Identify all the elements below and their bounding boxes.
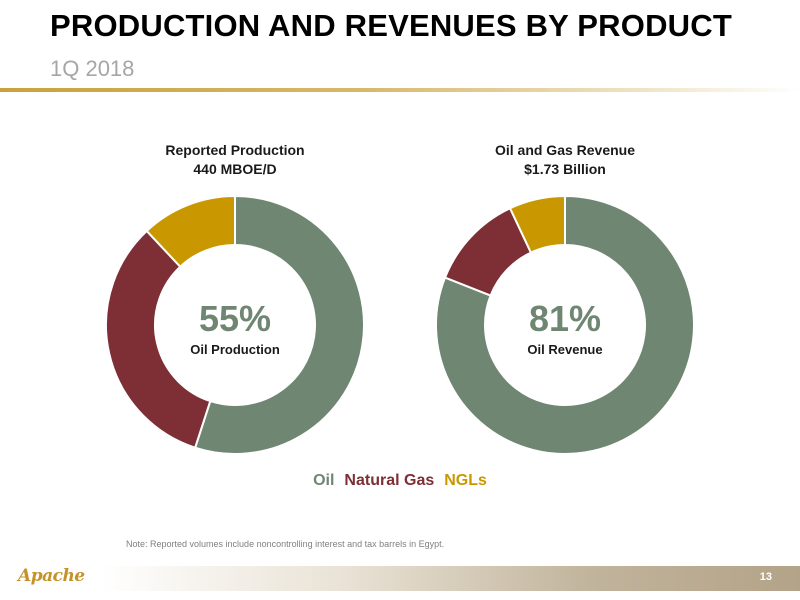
chart-2-title: Oil and Gas Revenue $1.73 Billion [455, 141, 675, 179]
chart-2-center-value: 81% [528, 298, 602, 339]
chart-1-title: Reported Production 440 MBOE/D [125, 141, 345, 179]
page-title: PRODUCTION AND REVENUES BY PRODUCT [50, 8, 732, 43]
chart-2-slice-oil [435, 195, 695, 455]
chart-2-title-line1: Oil and Gas Revenue [494, 142, 636, 158]
apache-logo: Apache [18, 566, 85, 586]
chart-1-center-value: 55% [198, 298, 272, 339]
chart-1-title-line1: Reported Production [165, 142, 305, 158]
chart-1-slice-oil [193, 195, 365, 455]
chart-1-slice-ngls [145, 195, 236, 269]
chart-2-center-label: Oil Revenue [527, 342, 603, 357]
chart-2-title-line2: $1.73 Billion [524, 161, 606, 177]
chart-1-center-label: Oil Production [190, 342, 280, 357]
chart-2-slice-ngls [508, 195, 566, 254]
page-subtitle: 1Q 2018 [50, 56, 135, 81]
footer-bar [100, 566, 800, 591]
chart-legend: Oil Natural Gas NGLs [0, 472, 800, 490]
legend-natural-gas: Natural Gas [344, 472, 435, 489]
page-number: 13 [759, 571, 772, 583]
legend-oil: Oil [313, 472, 335, 489]
footnote: Note: Reported volumes include noncontro… [126, 539, 445, 549]
chart-1-title-line2: 440 MBOE/D [193, 161, 277, 177]
title-divider [0, 88, 800, 92]
revenue-donut-chart [435, 195, 695, 455]
legend-ngls: NGLs [444, 472, 487, 489]
production-donut-chart [105, 195, 365, 455]
chart-1-slice-natural-gas [105, 229, 212, 449]
